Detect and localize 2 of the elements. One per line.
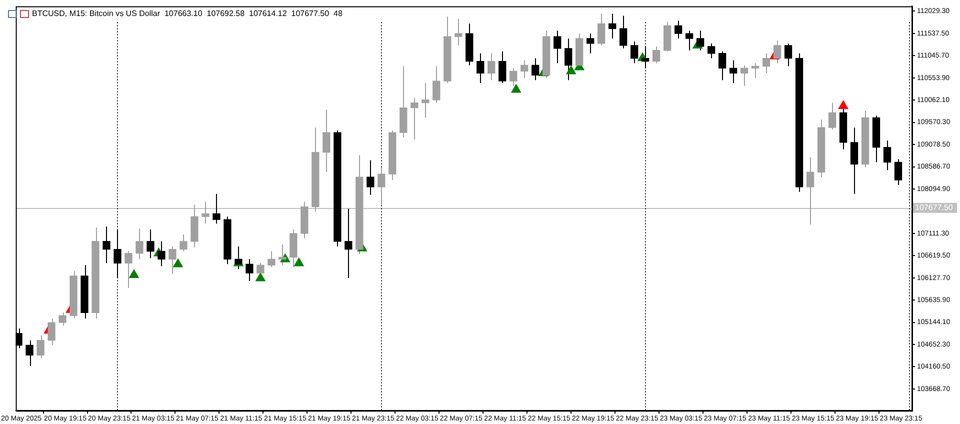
- ref-line-label: 107677.50: [915, 203, 954, 212]
- chart-title: BTCUSD, M15: Bitcoin vs US Dollar 107663.10 107692.58 107614.12 107677.50 48: [32, 9, 342, 18]
